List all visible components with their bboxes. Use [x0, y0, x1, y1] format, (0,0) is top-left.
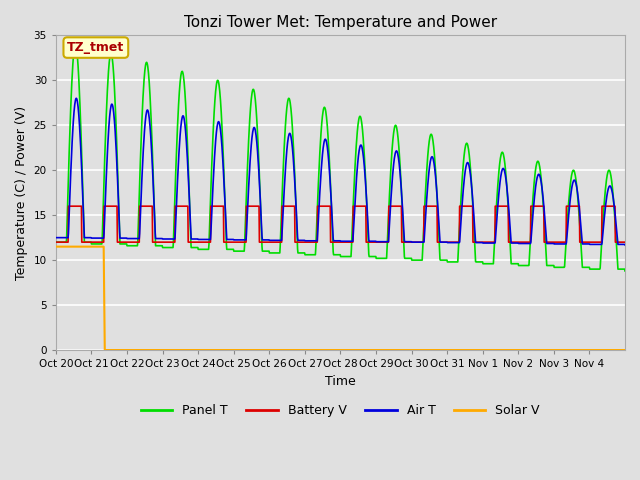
X-axis label: Time: Time: [325, 374, 356, 388]
Panel T: [614, 266, 622, 272]
Line: Air T: Air T: [56, 98, 625, 245]
Air T: [475, 240, 483, 245]
Air T: [141, 120, 149, 125]
Battery V: [65, 204, 72, 209]
Solar V: [316, 347, 323, 353]
Solar V: [52, 244, 60, 250]
Panel T: [316, 165, 323, 170]
Battery V: [559, 239, 566, 245]
Battery V: [316, 204, 323, 209]
Battery V: [614, 239, 622, 245]
Solar V: [559, 347, 566, 353]
Solar V: [326, 347, 333, 353]
Line: Panel T: Panel T: [56, 44, 625, 271]
Line: Battery V: Battery V: [56, 206, 625, 242]
Air T: [316, 203, 323, 208]
Panel T: [72, 41, 79, 47]
Solar V: [141, 347, 149, 353]
Panel T: [475, 259, 483, 265]
Legend: Panel T, Battery V, Air T, Solar V: Panel T, Battery V, Air T, Solar V: [136, 399, 545, 422]
Solar V: [475, 347, 483, 353]
Solar V: [101, 347, 109, 353]
Panel T: [52, 239, 60, 245]
Solar V: [614, 347, 622, 353]
Line: Solar V: Solar V: [56, 247, 625, 350]
Solar V: [621, 347, 629, 353]
Title: Tonzi Tower Met: Temperature and Power: Tonzi Tower Met: Temperature and Power: [184, 15, 497, 30]
Air T: [614, 241, 622, 247]
Battery V: [326, 204, 333, 209]
Panel T: [141, 65, 149, 71]
Air T: [326, 174, 333, 180]
Y-axis label: Temperature (C) / Power (V): Temperature (C) / Power (V): [15, 106, 28, 280]
Battery V: [475, 239, 483, 245]
Panel T: [326, 168, 333, 173]
Battery V: [52, 239, 60, 245]
Air T: [52, 235, 60, 240]
Panel T: [621, 268, 629, 274]
Battery V: [621, 239, 629, 245]
Air T: [72, 96, 80, 101]
Panel T: [559, 264, 566, 270]
Battery V: [141, 204, 149, 209]
Air T: [621, 242, 629, 248]
Air T: [559, 241, 566, 247]
Text: TZ_tmet: TZ_tmet: [67, 41, 124, 54]
